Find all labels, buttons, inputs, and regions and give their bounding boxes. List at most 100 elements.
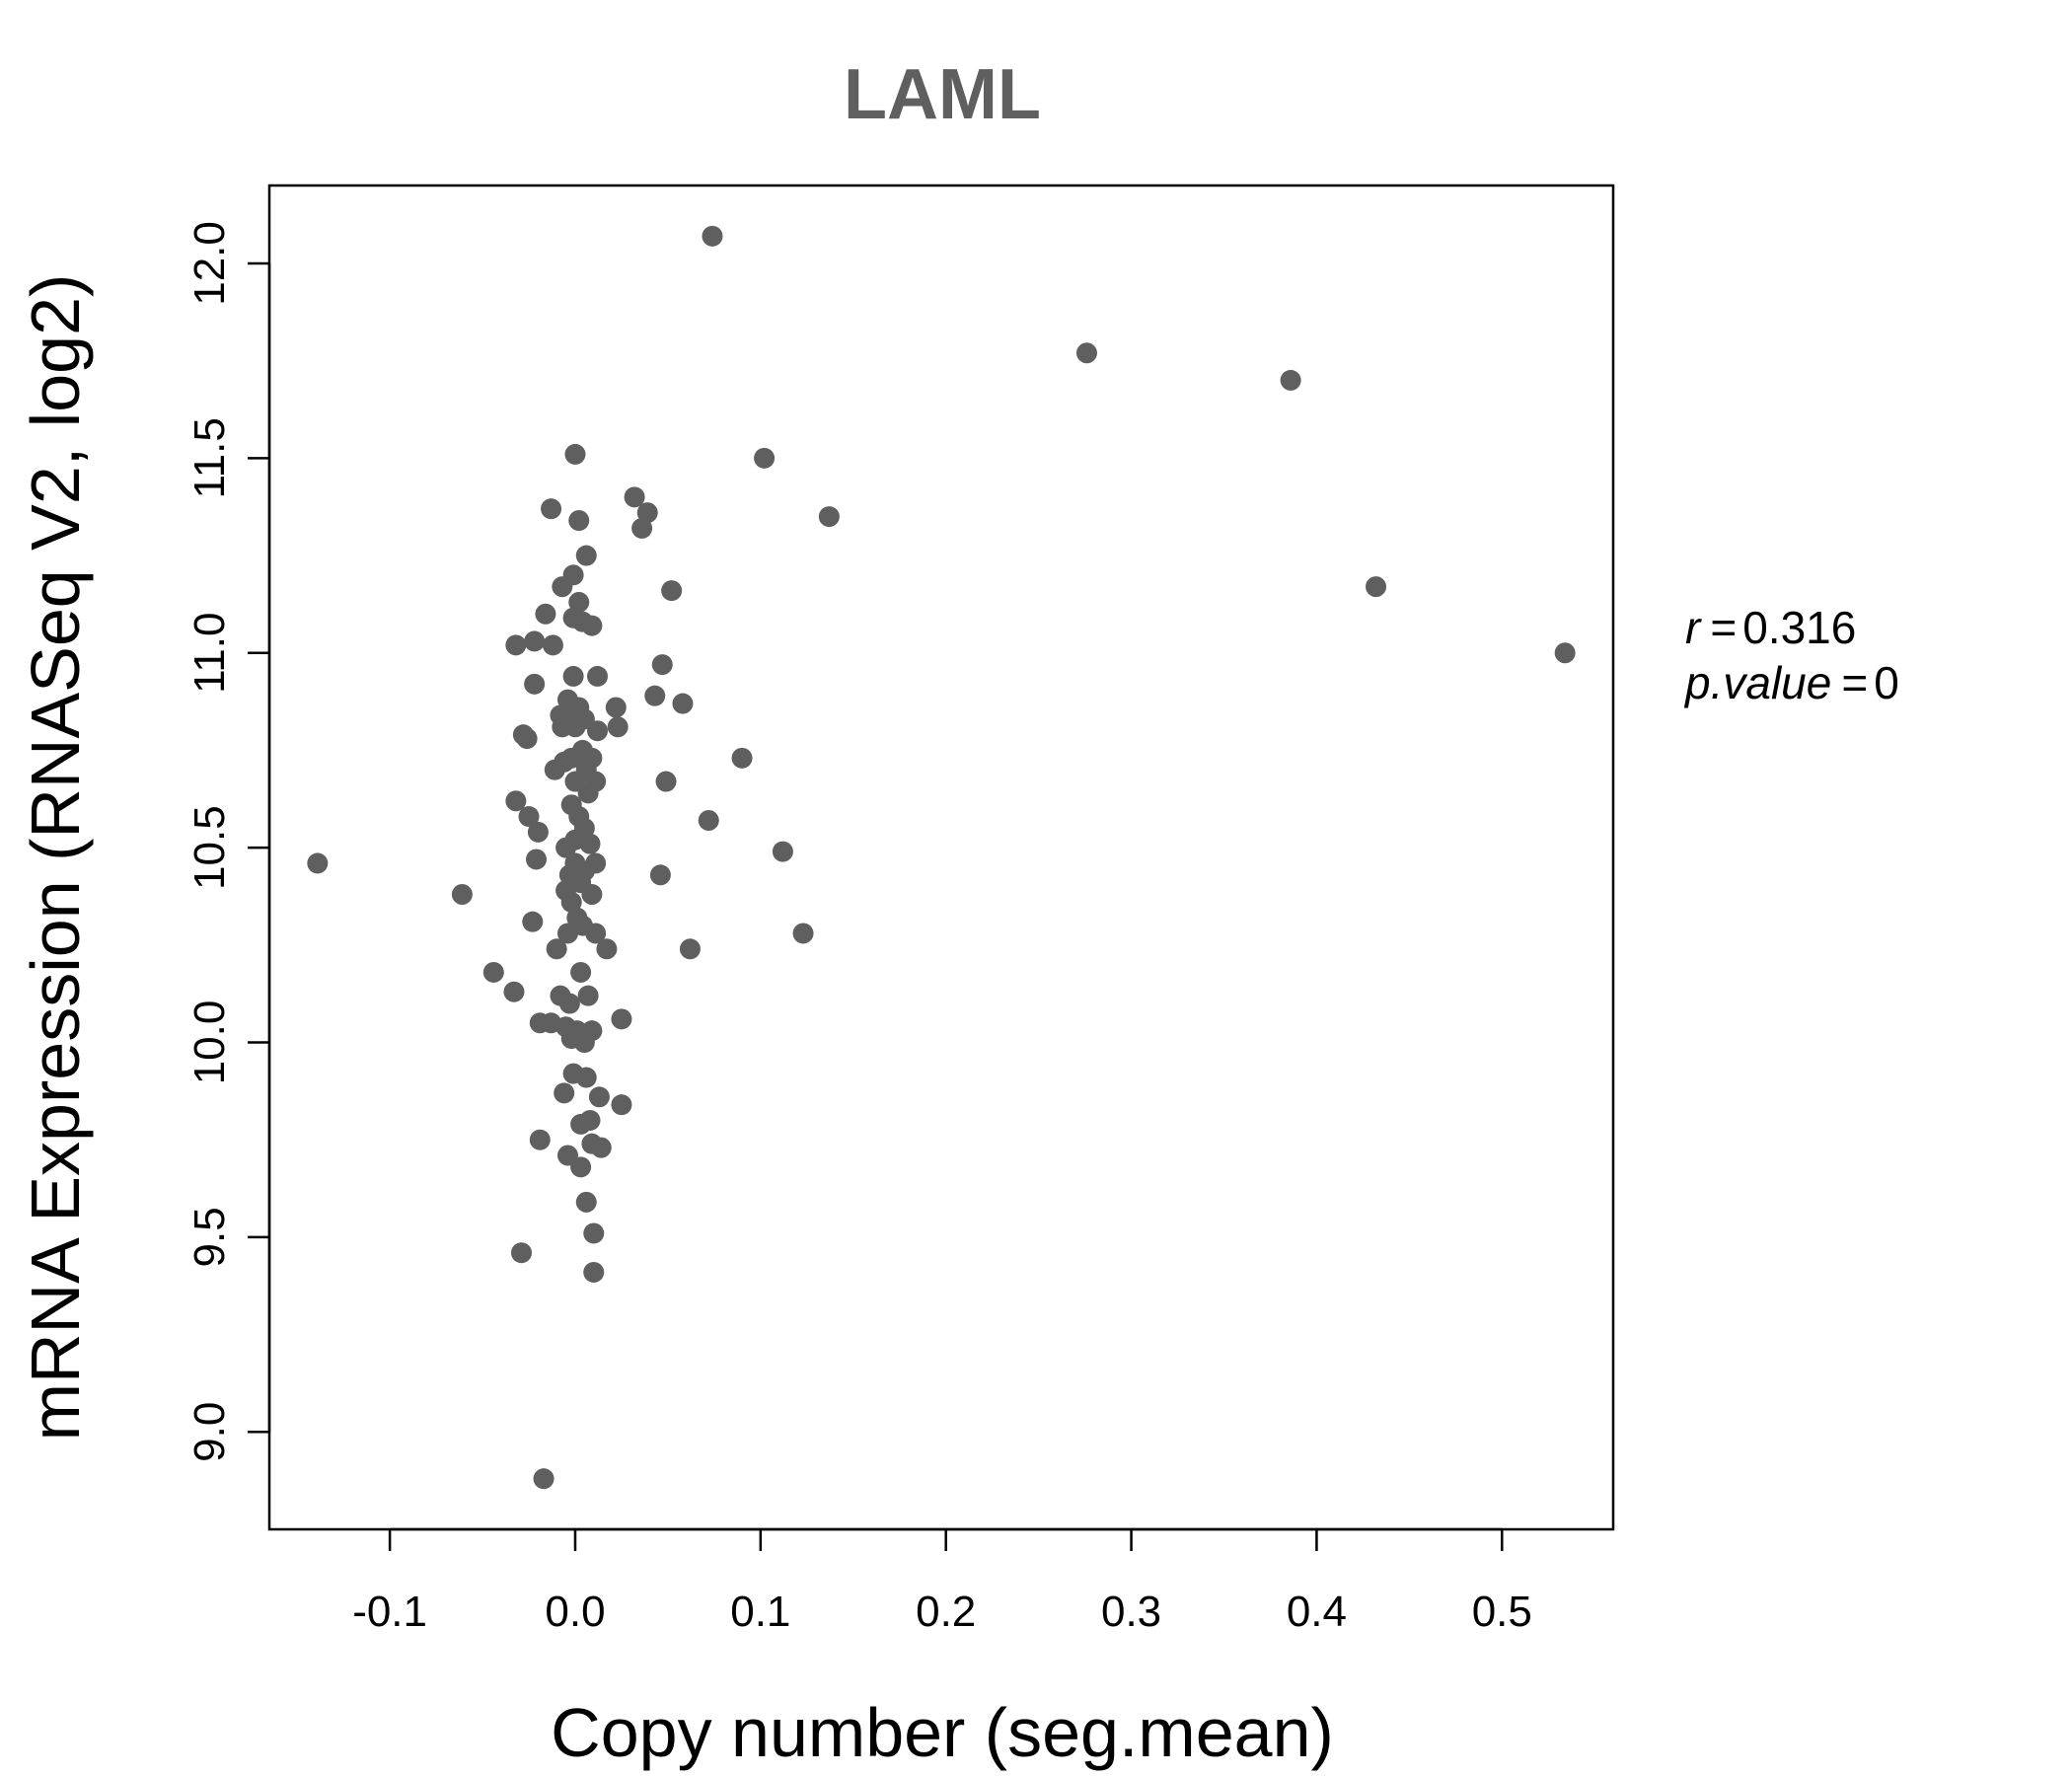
data-point [503,981,525,1002]
x-tick-label: 0.2 [916,1588,976,1636]
data-point [590,1137,612,1158]
data-point [575,545,597,566]
chart-title: LAML [844,55,1041,134]
y-tick-label: 10.0 [185,1000,234,1085]
data-point [579,1109,601,1131]
data-points [307,225,1576,1490]
data-point [568,510,590,532]
data-point [562,665,584,687]
data-point [585,852,607,874]
x-tick-label: 0.0 [545,1588,605,1636]
x-tick-label: 0.3 [1101,1588,1161,1636]
data-point [522,911,544,932]
data-point [585,771,607,792]
r-statistic: r = 0.316 [1685,602,1856,653]
data-point [529,1129,551,1150]
data-point [575,1191,597,1213]
data-point [577,985,599,1006]
data-point [818,506,840,528]
data-point [573,817,595,839]
data-point [524,673,546,695]
data-point [731,747,753,769]
data-point [583,1222,605,1244]
y-tick-label: 11.5 [185,417,234,498]
data-point [518,806,540,828]
p-label: p.value [1683,657,1831,708]
x-tick-label: 0.5 [1472,1588,1532,1636]
data-point [661,580,683,602]
data-point [570,961,592,983]
data-point [581,884,603,906]
data-point [607,716,629,738]
y-tick-label: 11.0 [185,613,234,694]
data-point [560,891,582,913]
data-point [631,517,653,539]
data-point [611,1008,632,1030]
data-point [585,923,607,944]
data-point [307,852,329,874]
p-statistic: p.value = 0 [1683,657,1899,708]
data-point [533,1468,555,1490]
correlation-annotation: r = 0.316 p.value = 0 [1683,602,1899,708]
data-point [535,603,556,625]
data-point [1554,642,1576,664]
data-point [636,502,658,524]
data-point [583,1261,605,1283]
data-point [772,841,793,862]
data-point [651,654,673,676]
data-point [516,728,538,750]
y-tick-label: 12.0 [185,221,234,306]
data-point [1366,576,1387,598]
p-equals: = [1841,657,1868,708]
data-point [611,1094,632,1116]
data-point [546,938,567,960]
data-point [451,884,473,906]
data-point [505,790,527,812]
data-point [679,938,701,960]
data-point [542,634,563,656]
y-tick-label: 10.5 [185,805,234,890]
data-point [570,1156,592,1178]
data-point [564,443,586,465]
data-point [587,720,609,742]
data-point [581,747,603,769]
data-point [541,498,562,520]
x-tick-label: 0.4 [1287,1588,1347,1636]
data-point [482,961,504,983]
r-label: r [1685,602,1702,653]
y-tick-label: 9.0 [185,1402,234,1462]
x-axis-label: Copy number (seg.mean) [551,1694,1334,1771]
data-point [1075,342,1097,364]
data-point [510,1242,532,1264]
data-point [575,1067,597,1088]
data-point [526,849,548,870]
data-point [754,447,776,469]
data-point [649,864,671,886]
x-axis: -0.1 0.0 0.1 0.2 0.3 0.4 0.5 [352,1527,1532,1636]
r-value: 0.316 [1742,602,1856,653]
data-point [568,591,590,613]
data-point [672,693,694,714]
p-value: 0 [1874,657,1899,708]
data-point [579,833,601,854]
data-point [588,1086,610,1108]
data-point [698,809,719,831]
data-point [792,923,814,944]
data-point [1280,369,1301,391]
y-tick-label: 9.5 [185,1207,234,1267]
plot-frame [267,184,1615,1531]
data-point [581,615,603,636]
x-tick-label: 0.1 [730,1588,790,1636]
data-point [581,1020,603,1042]
r-equals: = [1710,602,1737,653]
data-point [562,564,584,586]
data-point [702,225,723,247]
data-point [596,938,618,960]
data-point [554,1082,575,1104]
data-point [587,665,609,687]
data-point [505,634,527,656]
data-point [524,630,546,652]
y-axis: 9.0 9.5 10.0 10.5 11.0 11.5 12.0 [185,221,271,1462]
data-point [624,486,645,508]
